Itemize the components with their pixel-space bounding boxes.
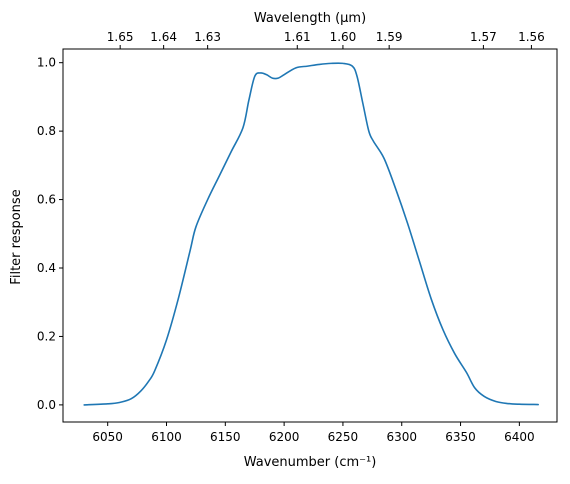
- x-axis-title: Wavenumber (cm⁻¹): [244, 455, 377, 470]
- x-tick-label: 6300: [386, 430, 417, 444]
- x-tick-label: 6050: [92, 430, 123, 444]
- y-tick-label: 1.0: [37, 56, 56, 70]
- y-tick-label: 0.0: [37, 398, 56, 412]
- top-tick-label: 1.61: [284, 30, 311, 44]
- x-tick-label: 6350: [445, 430, 476, 444]
- top-tick-label: 1.57: [470, 30, 497, 44]
- x-tick-label: 6100: [151, 430, 182, 444]
- top-tick-label: 1.63: [194, 30, 221, 44]
- x-tick-label: 6200: [269, 430, 300, 444]
- y-axis-title: Filter response: [9, 189, 24, 284]
- x-tick-label: 6250: [328, 430, 359, 444]
- x-tick-label: 6150: [210, 430, 241, 444]
- y-tick-label: 0.8: [37, 124, 56, 138]
- top-tick-label: 1.64: [150, 30, 177, 44]
- plot-area-background: [63, 49, 557, 422]
- y-tick-label: 0.2: [37, 329, 56, 343]
- top-tick-label: 1.56: [518, 30, 545, 44]
- top-tick-label: 1.65: [107, 30, 134, 44]
- top-tick-label: 1.59: [376, 30, 403, 44]
- y-tick-label: 0.6: [37, 193, 56, 207]
- series-line: [83, 62, 539, 406]
- top-tick-label: 1.60: [330, 30, 357, 44]
- plot-frame: [62, 48, 558, 423]
- top-axis-title: Wavelength (μm): [254, 11, 366, 26]
- x-tick-label: 6400: [504, 430, 535, 444]
- y-tick-label: 0.4: [37, 261, 56, 275]
